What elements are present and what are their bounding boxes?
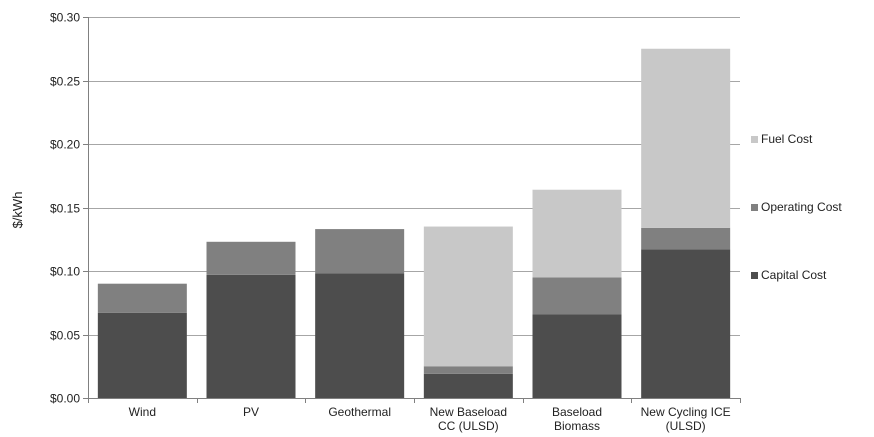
bar-operating-cost <box>315 229 405 274</box>
legend-label: Operating Cost <box>761 200 842 214</box>
x-tick-label: Biomass <box>554 419 600 433</box>
bar-fuel-cost <box>532 189 622 278</box>
y-tick-label: $0.00 <box>50 392 80 406</box>
y-tick-label: $0.25 <box>50 75 80 89</box>
bar-operating-cost <box>423 366 513 374</box>
bar-capital-cost <box>423 373 513 398</box>
x-tick-label: New Cycling ICE <box>641 405 731 419</box>
bar-operating-cost <box>206 241 296 275</box>
x-tick-label: Baseload <box>552 405 602 419</box>
bar-fuel-cost <box>423 226 513 367</box>
y-tick-label: $0.30 <box>50 11 80 25</box>
bar-fuel-cost <box>641 48 731 228</box>
bar-operating-cost <box>532 277 622 315</box>
x-tick-label: (ULSD) <box>666 419 706 433</box>
x-tick-label: PV <box>243 405 259 419</box>
y-axis-label: $/kWh <box>10 192 25 229</box>
x-tick-label: Geothermal <box>328 405 391 419</box>
x-tick-label: Wind <box>129 405 156 419</box>
y-tick-label: $0.15 <box>50 202 80 216</box>
legend-swatch <box>751 136 758 143</box>
bar-capital-cost <box>641 249 731 398</box>
gridlines <box>88 17 740 336</box>
bar-capital-cost <box>532 314 622 398</box>
legend: Fuel Cost Operating Cost Capital Cost <box>751 132 842 282</box>
y-axis-ticks: $0.00 $0.05 $0.10 $0.15 $0.20 $0.25 $0.30 <box>50 11 88 406</box>
bar-capital-cost <box>315 273 405 398</box>
legend-label: Fuel Cost <box>761 132 813 146</box>
bars <box>97 48 731 398</box>
y-tick-label: $0.05 <box>50 329 80 343</box>
y-tick-label: $0.10 <box>50 265 80 279</box>
legend-label: Capital Cost <box>761 268 827 282</box>
bar-operating-cost <box>641 227 731 250</box>
bar-operating-cost <box>97 283 187 313</box>
x-tick-label: New Baseload <box>430 405 507 419</box>
bar-capital-cost <box>206 274 296 398</box>
legend-swatch <box>751 204 758 211</box>
bar-capital-cost <box>97 312 187 398</box>
legend-swatch <box>751 272 758 279</box>
x-tick-label: CC (ULSD) <box>438 419 499 433</box>
y-tick-label: $0.20 <box>50 138 80 152</box>
